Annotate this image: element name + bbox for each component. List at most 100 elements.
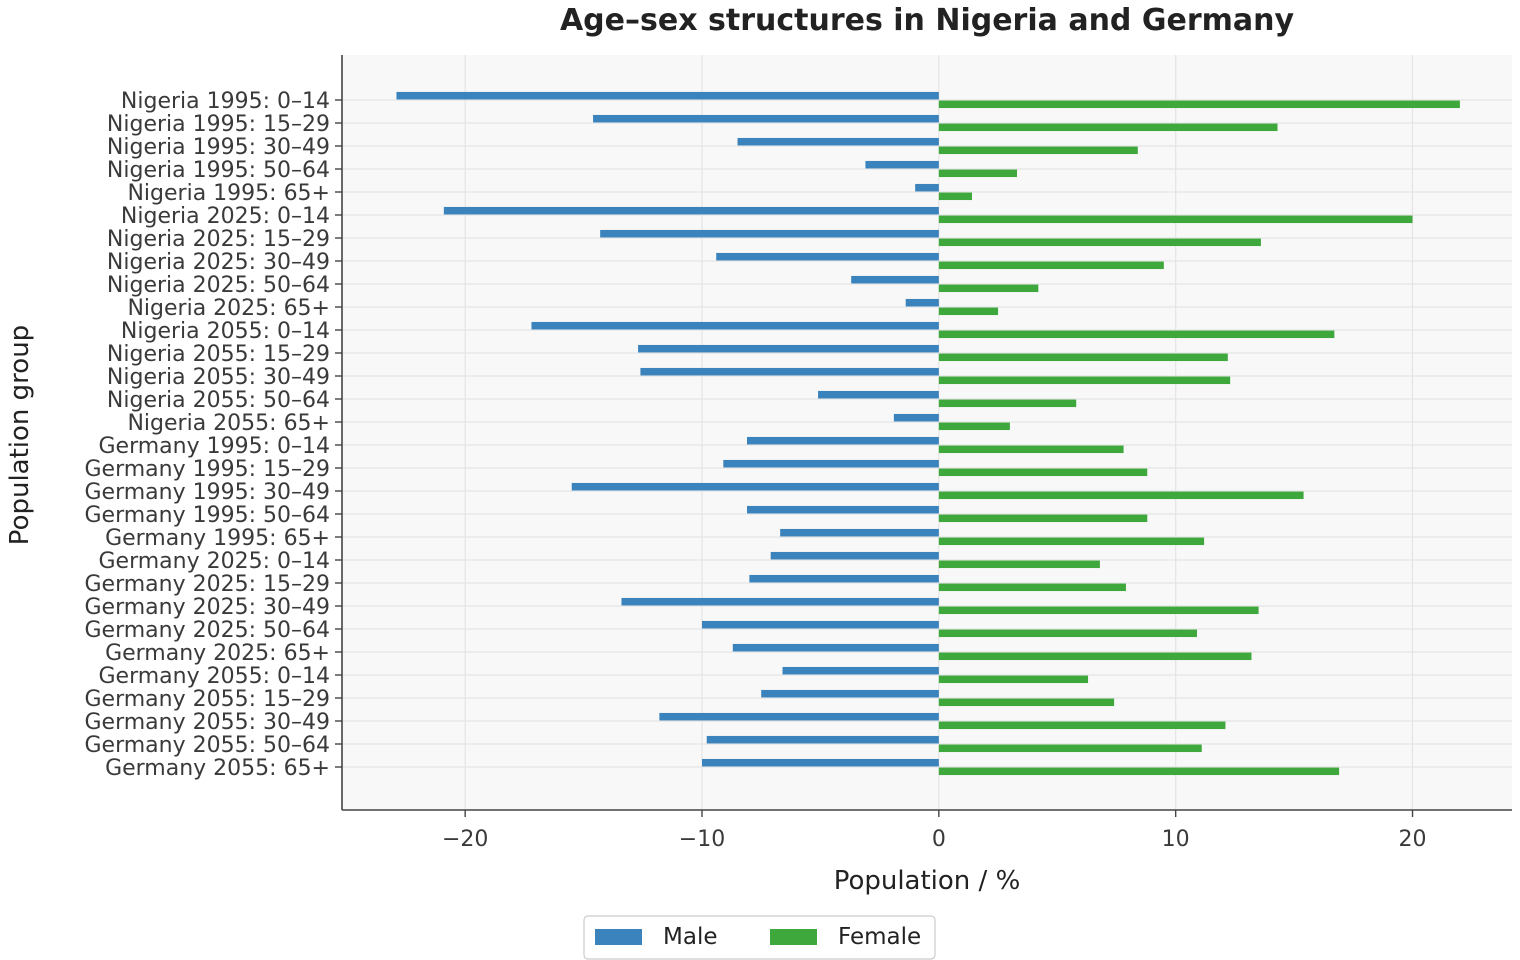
x-tick-label: 20 [1399, 827, 1427, 852]
y-tick-label: Nigeria 2025: 0–14 [121, 204, 330, 229]
bar-female [938, 629, 1197, 638]
bar-male [593, 114, 939, 123]
x-tick-label: −20 [442, 827, 488, 852]
bar-female [938, 606, 1259, 615]
y-tick-label: Germany 2025: 15–29 [85, 572, 331, 597]
bar-female [938, 192, 972, 201]
bar-female [938, 215, 1413, 224]
bar-female [938, 698, 1115, 707]
y-tick-label: Germany 1995: 30–49 [85, 480, 331, 505]
y-tick-label: Nigeria 2055: 0–14 [121, 319, 330, 344]
bar-male [747, 436, 939, 445]
bar-male [706, 735, 939, 744]
bar-male [621, 597, 939, 606]
bar-male [749, 574, 939, 583]
y-tick-label: Germany 2025: 30–49 [85, 595, 331, 620]
bar-female [938, 514, 1148, 523]
bar-male [915, 183, 939, 192]
bar-female [938, 169, 1017, 178]
bar-male [737, 137, 939, 146]
bar-male [571, 482, 939, 491]
bar-male [770, 551, 939, 560]
bars [396, 91, 1460, 776]
bar-male [732, 643, 939, 652]
bar-male [865, 160, 939, 169]
bar-female [938, 583, 1126, 592]
grid-lines [342, 55, 1512, 810]
y-tick-label: Germany 2055: 15–29 [85, 687, 331, 712]
bar-female [938, 537, 1205, 546]
bar-female [938, 652, 1252, 661]
bar-male [659, 712, 939, 721]
bar-male [780, 528, 939, 537]
y-tick-label: Germany 2055: 30–49 [85, 710, 331, 735]
bar-male [761, 689, 939, 698]
x-tick-label: 0 [932, 827, 946, 852]
y-tick-label: Germany 1995: 0–14 [99, 434, 331, 459]
chart-title: Age–sex structures in Nigeria and German… [560, 3, 1295, 38]
bar-female [938, 284, 1039, 293]
axes [341, 55, 1512, 811]
legend: Male Female [583, 915, 936, 960]
bar-female [938, 560, 1100, 569]
y-tick-label: Nigeria 1995: 15–29 [107, 112, 330, 137]
bar-male [893, 413, 939, 422]
bar-female [938, 353, 1228, 362]
x-tick-label: 10 [1162, 827, 1190, 852]
bar-female [938, 123, 1278, 132]
bar-male [905, 298, 939, 307]
legend-swatch-male [595, 929, 642, 945]
plot-background [342, 55, 1512, 810]
bar-female [938, 721, 1226, 730]
bar-female [938, 100, 1460, 109]
bar-male [702, 758, 939, 767]
legend-box [583, 915, 936, 960]
y-tick-label: Germany 2055: 0–14 [99, 664, 331, 689]
bar-female [938, 422, 1010, 431]
bar-female [938, 307, 999, 316]
y-tick-label: Germany 2025: 50–64 [85, 618, 331, 643]
y-tick-label: Germany 1995: 50–64 [85, 503, 331, 528]
y-tick-label: Nigeria 2055: 50–64 [107, 388, 330, 413]
bar-female [938, 330, 1335, 339]
legend-label-male: Male [663, 924, 717, 950]
y-tick-label: Nigeria 2055: 15–29 [107, 342, 330, 367]
bar-female [938, 491, 1304, 500]
bar-male [600, 229, 939, 238]
bar-female [938, 744, 1202, 753]
y-tick-label: Nigeria 1995: 50–64 [107, 158, 330, 183]
bar-male [443, 206, 939, 215]
y-tick-label: Germany 2025: 0–14 [99, 549, 331, 574]
y-tick-label: Nigeria 2055: 30–49 [107, 365, 330, 390]
y-tick-label: Nigeria 1995: 65+ [127, 181, 330, 206]
x-ticks: −20 −10 0 10 20 [442, 810, 1427, 852]
y-tick-label: Nigeria 2025: 30–49 [107, 250, 330, 275]
x-tick-label: −10 [679, 827, 725, 852]
x-axis-title: Population / % [834, 866, 1021, 896]
y-axis-title: Population group [5, 325, 35, 545]
y-tick-label: Germany 1995: 15–29 [85, 457, 331, 482]
bar-male [716, 252, 939, 261]
y-tick-label: Germany 2055: 65+ [105, 756, 330, 781]
bar-male [396, 91, 939, 100]
y-tick-label: Nigeria 2025: 15–29 [107, 227, 330, 252]
y-tick-label: Nigeria 2025: 65+ [127, 296, 330, 321]
bar-male [851, 275, 939, 284]
bar-male [782, 666, 939, 675]
bar-female [938, 399, 1077, 408]
y-tick-label: Germany 1995: 65+ [105, 526, 330, 551]
bar-female [938, 376, 1231, 385]
bar-male [702, 620, 939, 629]
legend-label-female: Female [838, 924, 921, 950]
y-tick-label: Nigeria 2055: 65+ [127, 411, 330, 436]
bar-female [938, 238, 1261, 247]
bar-male [747, 505, 939, 514]
legend-swatch-female [770, 929, 817, 945]
bar-male [723, 459, 939, 468]
y-tick-label: Germany 2025: 65+ [105, 641, 330, 666]
bar-female [938, 146, 1138, 155]
bar-male [638, 344, 939, 353]
bar-female [938, 675, 1089, 684]
y-tick-label: Nigeria 1995: 0–14 [121, 89, 330, 114]
